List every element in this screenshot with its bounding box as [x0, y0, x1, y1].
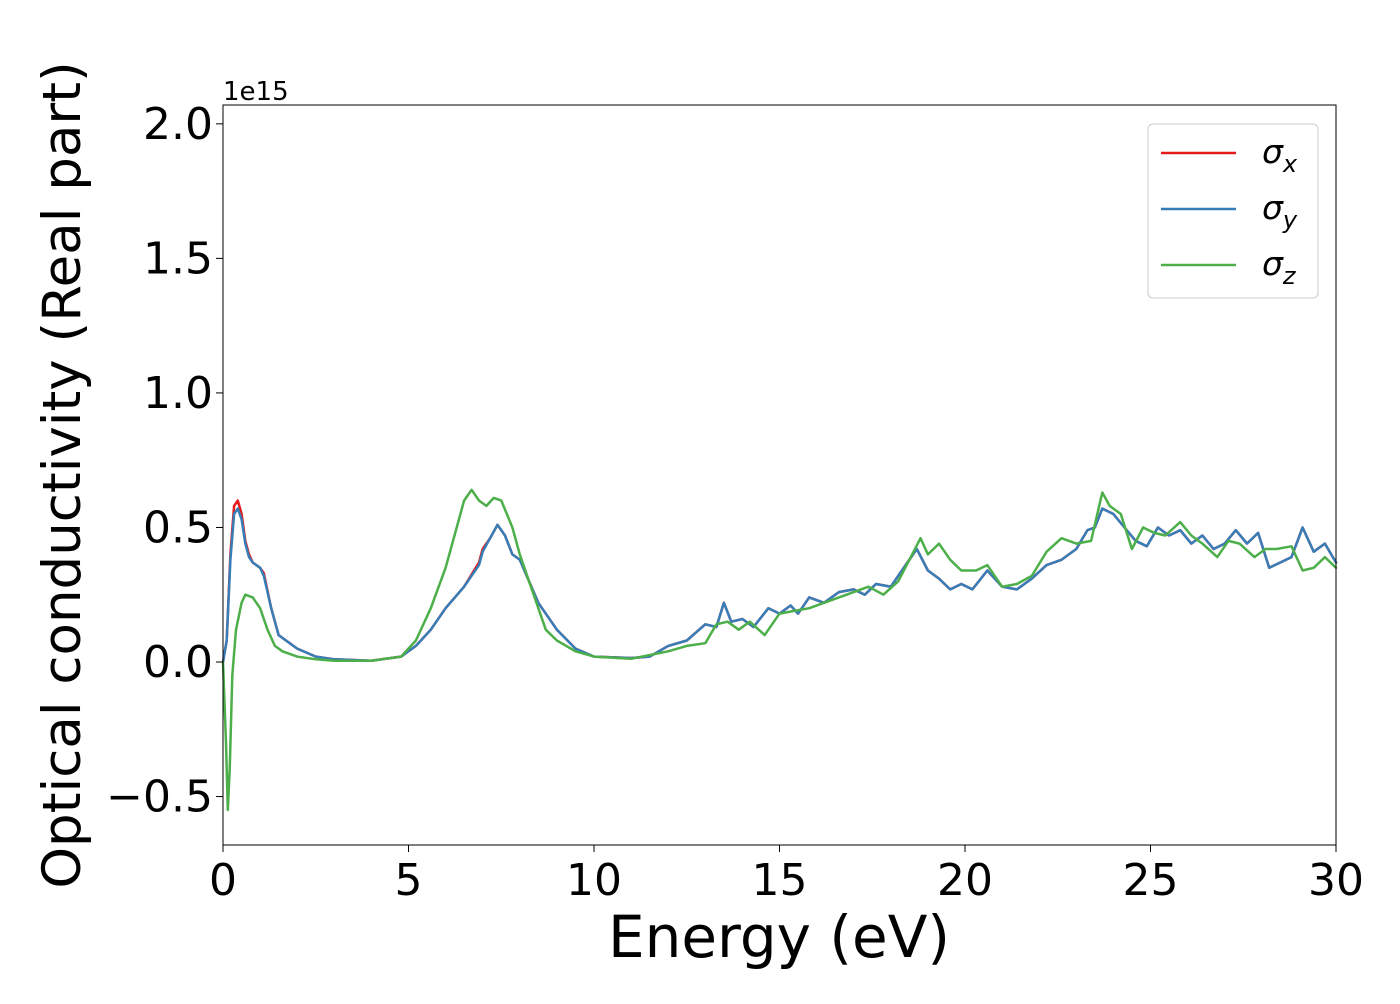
- legend-box: [1147, 123, 1319, 299]
- series-layer: [221, 488, 1338, 812]
- y-axis-label: Optical conductivity (Real part): [32, 61, 93, 888]
- legend: σx σy σz: [1147, 123, 1319, 299]
- y-tick-label: −0.5: [106, 772, 213, 823]
- legend-label-x: σx: [1262, 132, 1298, 178]
- x-tick-label: 20: [937, 855, 993, 906]
- x-tick-label: 30: [1308, 855, 1364, 906]
- x-ticks: 0 5 10 15 20 25 30: [209, 845, 1364, 906]
- y-tick-label: 1.5: [143, 233, 213, 284]
- x-tick-label: 0: [209, 855, 237, 906]
- x-axis-label: Energy (eV): [608, 903, 950, 971]
- y-tick-label: 0.5: [143, 502, 213, 553]
- series-line-z: [221, 488, 1338, 812]
- x-tick-label: 25: [1123, 855, 1179, 906]
- y-tick-label: 1.0: [143, 368, 213, 419]
- x-tick-label: 10: [566, 855, 622, 906]
- x-tick-label: 15: [752, 855, 808, 906]
- legend-label-y: σy: [1262, 188, 1298, 234]
- y-offset-label: 1e15: [223, 77, 289, 107]
- legend-label-z: σz: [1262, 244, 1297, 290]
- y-tick-label: 0.0: [143, 637, 213, 688]
- y-ticks: −0.5 0.0 0.5 1.0 1.5 2.0: [106, 99, 223, 823]
- y-tick-label: 2.0: [143, 99, 213, 150]
- series-line-x: [221, 499, 1338, 664]
- x-tick-label: 5: [395, 855, 423, 906]
